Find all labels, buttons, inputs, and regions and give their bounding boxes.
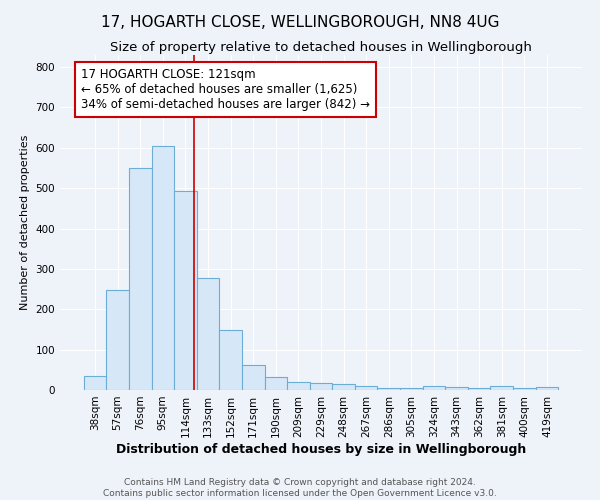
Bar: [84, 376, 106, 390]
Bar: [355, 386, 377, 390]
Bar: [287, 382, 310, 390]
Bar: [174, 191, 197, 390]
Bar: [332, 384, 355, 390]
Text: 17, HOGARTH CLOSE, WELLINGBOROUGH, NN8 4UG: 17, HOGARTH CLOSE, WELLINGBOROUGH, NN8 4…: [101, 15, 499, 30]
Bar: [468, 388, 490, 390]
Bar: [400, 388, 422, 390]
Bar: [242, 365, 265, 390]
Bar: [197, 278, 220, 390]
Y-axis label: Number of detached properties: Number of detached properties: [20, 135, 30, 310]
Bar: [513, 388, 536, 390]
Bar: [265, 376, 287, 390]
Text: 17 HOGARTH CLOSE: 121sqm
← 65% of detached houses are smaller (1,625)
34% of sem: 17 HOGARTH CLOSE: 121sqm ← 65% of detach…: [81, 68, 370, 112]
Text: Contains HM Land Registry data © Crown copyright and database right 2024.
Contai: Contains HM Land Registry data © Crown c…: [103, 478, 497, 498]
Bar: [377, 388, 400, 390]
Bar: [220, 330, 242, 390]
Bar: [129, 168, 152, 390]
Bar: [310, 382, 332, 390]
Bar: [536, 387, 558, 390]
Title: Size of property relative to detached houses in Wellingborough: Size of property relative to detached ho…: [110, 41, 532, 54]
Bar: [152, 146, 174, 390]
X-axis label: Distribution of detached houses by size in Wellingborough: Distribution of detached houses by size …: [116, 442, 526, 456]
Bar: [445, 387, 468, 390]
Bar: [106, 290, 129, 390]
Bar: [422, 386, 445, 390]
Bar: [490, 386, 513, 390]
